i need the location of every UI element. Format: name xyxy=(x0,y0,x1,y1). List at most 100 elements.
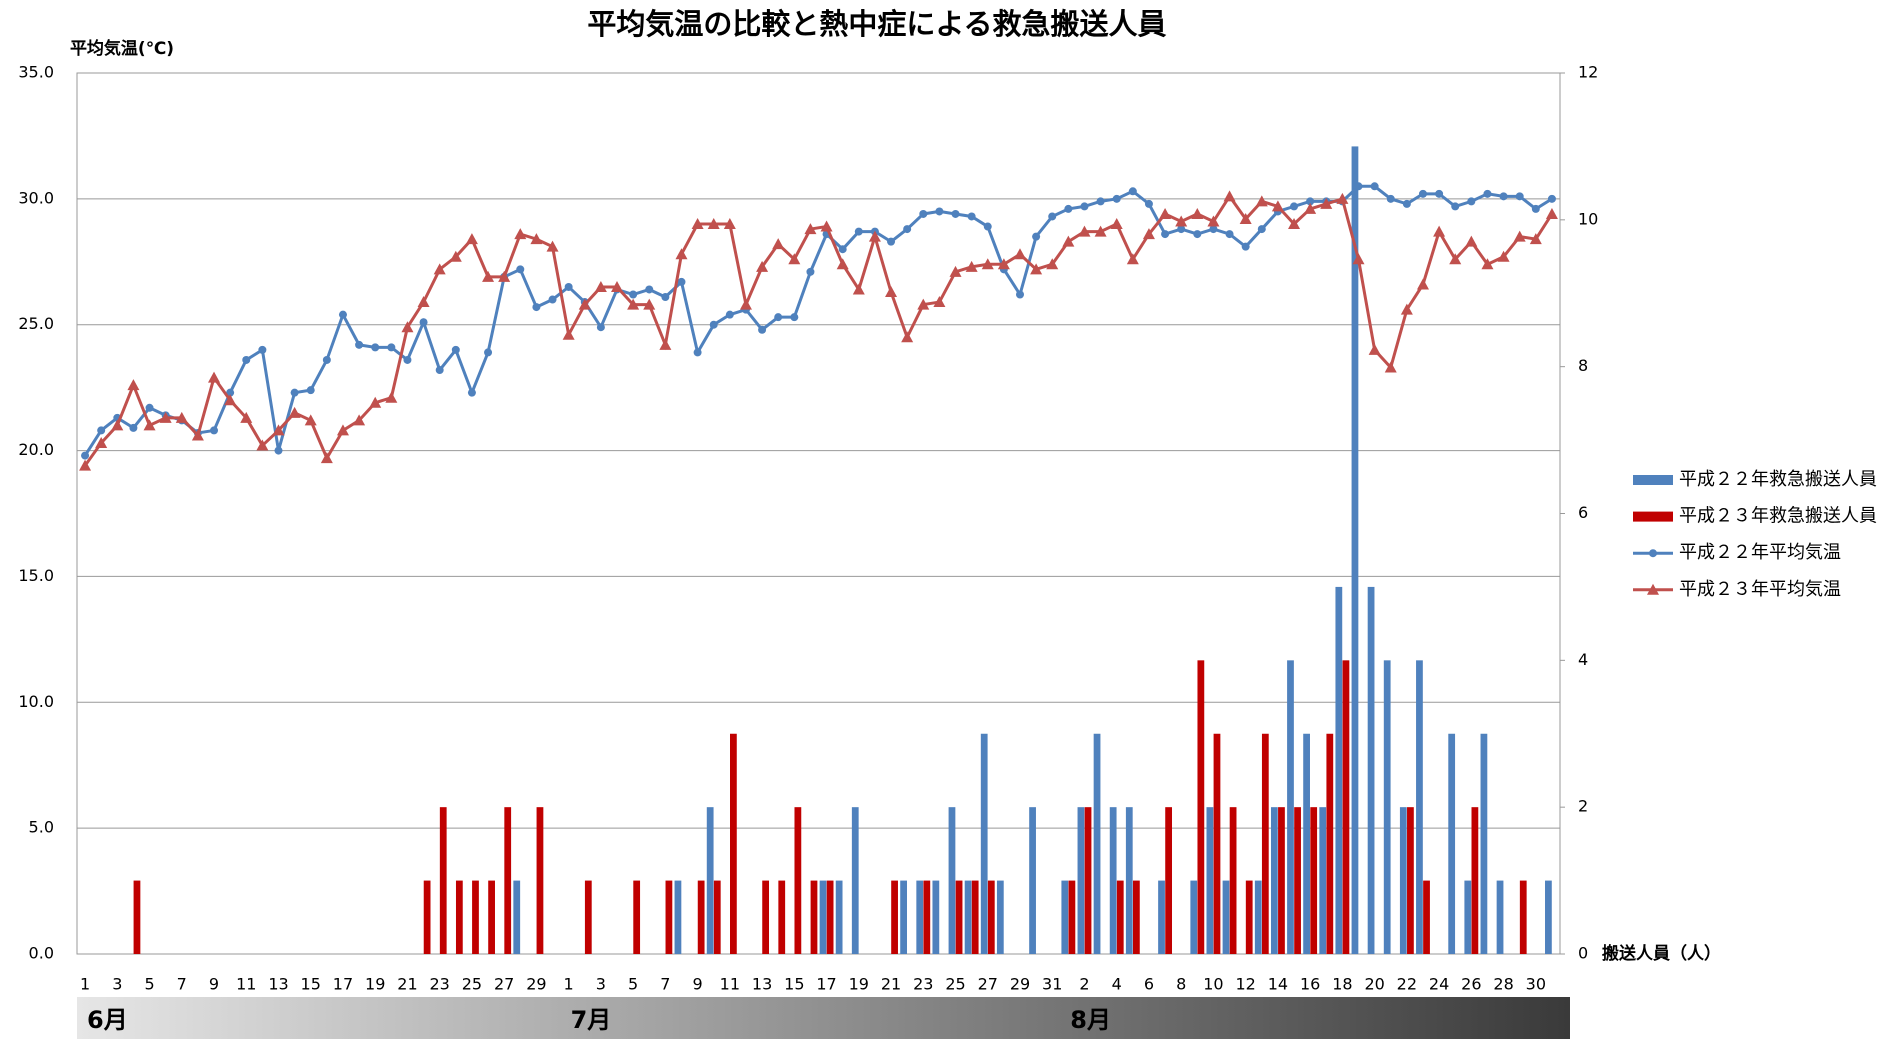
bar xyxy=(133,880,141,954)
bar xyxy=(1245,880,1253,954)
marker xyxy=(935,207,944,216)
marker xyxy=(306,386,315,395)
marker xyxy=(836,258,849,270)
x-tick-label: 14 xyxy=(1268,975,1288,994)
x-tick-label: 11 xyxy=(720,975,740,994)
x-tick-label: 8 xyxy=(1176,975,1186,994)
bar xyxy=(1197,660,1205,954)
bar xyxy=(1278,807,1285,954)
marker xyxy=(627,298,640,310)
marker xyxy=(804,223,817,235)
marker xyxy=(208,371,221,383)
marker xyxy=(355,340,364,349)
bar xyxy=(1222,880,1230,954)
x-tick-label: 11 xyxy=(236,975,256,994)
marker xyxy=(933,296,946,308)
marker xyxy=(210,426,219,435)
bar xyxy=(504,807,512,954)
marker xyxy=(1078,225,1091,237)
bar xyxy=(1351,146,1359,954)
marker xyxy=(594,280,607,292)
marker xyxy=(371,343,380,352)
marker xyxy=(903,225,912,234)
marker xyxy=(191,429,204,441)
x-tick-label: 12 xyxy=(1235,975,1255,994)
marker xyxy=(1064,204,1073,213)
y2-tick-label: 6 xyxy=(1578,503,1588,522)
bar xyxy=(948,807,956,954)
legend-label: 平成２２年平均気温 xyxy=(1679,542,1841,563)
bar xyxy=(1254,880,1262,954)
y-tick-label: 5.0 xyxy=(29,818,54,837)
y-tick-label: 20.0 xyxy=(18,440,54,459)
legend-label: 平成２３年平均気温 xyxy=(1679,579,1841,600)
marker xyxy=(530,233,543,245)
bar xyxy=(1206,807,1214,954)
marker xyxy=(1030,263,1043,275)
bar xyxy=(1158,880,1165,954)
marker xyxy=(852,283,865,295)
marker xyxy=(562,328,575,340)
x-tick-label: 23 xyxy=(913,975,933,994)
marker xyxy=(965,260,978,272)
bar xyxy=(439,807,447,954)
x-tick-label: 4 xyxy=(1112,975,1122,994)
marker xyxy=(1209,225,1218,234)
marker xyxy=(1416,278,1429,290)
bar xyxy=(1068,880,1076,954)
x-tick-label: 27 xyxy=(494,975,514,994)
marker xyxy=(1290,202,1299,211)
marker xyxy=(983,222,992,231)
bar xyxy=(794,807,802,954)
marker xyxy=(629,290,638,299)
marker xyxy=(546,240,559,252)
bar xyxy=(1294,807,1301,954)
marker xyxy=(1465,235,1478,247)
bar xyxy=(955,880,963,954)
marker xyxy=(1513,230,1526,242)
bar xyxy=(1310,807,1318,954)
bar xyxy=(1464,880,1472,954)
marker xyxy=(159,411,172,423)
bar xyxy=(1077,807,1085,954)
marker xyxy=(127,379,140,391)
x-tick-label: 30 xyxy=(1526,975,1546,994)
marker xyxy=(482,270,495,282)
marker xyxy=(725,310,734,319)
y2-tick-label: 10 xyxy=(1578,209,1598,228)
marker xyxy=(1048,212,1057,221)
marker xyxy=(1142,228,1155,240)
bar xyxy=(1213,733,1221,954)
marker xyxy=(707,218,720,230)
marker xyxy=(596,323,605,332)
bar xyxy=(932,880,940,954)
marker xyxy=(774,313,783,322)
x-tick-label: 18 xyxy=(1332,975,1352,994)
legend-swatch xyxy=(1633,475,1673,485)
x-tick-label: 13 xyxy=(752,975,772,994)
bar xyxy=(1448,733,1456,954)
x-tick-label: 3 xyxy=(596,975,606,994)
marker xyxy=(143,419,156,431)
marker xyxy=(1159,207,1172,219)
marker xyxy=(175,411,188,423)
y-tick-label: 0.0 xyxy=(29,944,54,963)
marker xyxy=(790,313,799,322)
marker xyxy=(336,424,349,436)
x-tick-label: 27 xyxy=(978,975,998,994)
marker xyxy=(1547,194,1556,203)
y2-tick-label: 4 xyxy=(1578,650,1588,669)
bar xyxy=(916,880,924,954)
x-tick-label: 1 xyxy=(80,975,90,994)
marker xyxy=(723,218,736,230)
marker xyxy=(320,452,333,464)
y2-tick-label: 12 xyxy=(1578,63,1598,82)
y-tick-label: 15.0 xyxy=(18,566,54,585)
marker xyxy=(788,253,801,265)
marker xyxy=(465,233,478,245)
bar xyxy=(971,880,979,954)
marker xyxy=(1336,192,1349,204)
y2-tick-label: 0 xyxy=(1578,944,1588,963)
marker xyxy=(1497,250,1510,262)
bar xyxy=(1270,807,1278,954)
